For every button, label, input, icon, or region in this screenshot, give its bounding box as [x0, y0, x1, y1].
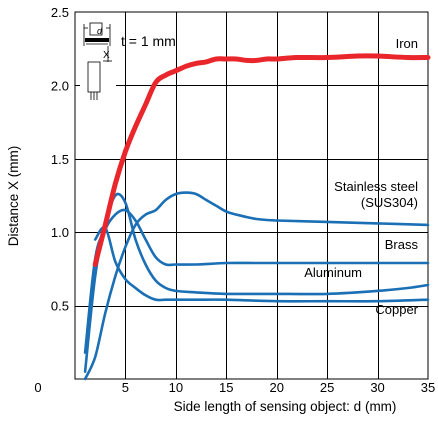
gridlines — [75, 12, 428, 379]
x-tick-label: 20 — [269, 380, 283, 395]
y-tick-label: 2.5 — [51, 5, 69, 20]
series-label-aluminum: Aluminum — [304, 265, 362, 280]
series-line-copper — [93, 225, 430, 303]
x-tick-label: 0 — [34, 380, 41, 395]
series-line-iron — [92, 53, 431, 267]
plot-frame — [74, 11, 429, 380]
y-axis-title: Distance X (mm) — [6, 146, 21, 247]
x-tick-label: 30 — [370, 380, 384, 395]
series-label-brass: Brass — [385, 237, 419, 252]
x-tick-label: 35 — [421, 380, 435, 395]
series-label-copper: Copper — [375, 302, 418, 317]
series-label-iron: Iron — [396, 36, 418, 51]
x-axis-title: Side length of sensing object: d (mm) — [174, 399, 397, 414]
x-tick-label: 25 — [320, 380, 334, 395]
series-line-brass — [83, 208, 430, 354]
inset-x-symbol: X — [103, 50, 110, 61]
y-tick-label: 2.0 — [51, 78, 69, 93]
tick-labels: 0 5 10 15 20 25 30 35 0.5 1.0 1.5 2.0 2.5 — [34, 5, 435, 395]
series-lines — [83, 53, 431, 381]
series-label-stainless: Stainless steel (SUS304) — [334, 179, 418, 210]
series-labels: Iron Stainless steel (SUS304) Brass Aluminum… — [304, 36, 418, 317]
y-tick-label: 1.5 — [51, 152, 69, 167]
y-tick-label: 1.0 — [51, 225, 69, 240]
x-tick-label: 15 — [219, 380, 233, 395]
x-tick-label: 10 — [169, 380, 183, 395]
thickness-condition-label: t = 1 mm — [121, 33, 176, 49]
sensor-inset-diagram: d X — [80, 18, 116, 104]
inset-d-symbol: d — [97, 26, 103, 36]
x-tick-label: 5 — [122, 380, 129, 395]
y-tick-label: 0.5 — [51, 299, 69, 314]
